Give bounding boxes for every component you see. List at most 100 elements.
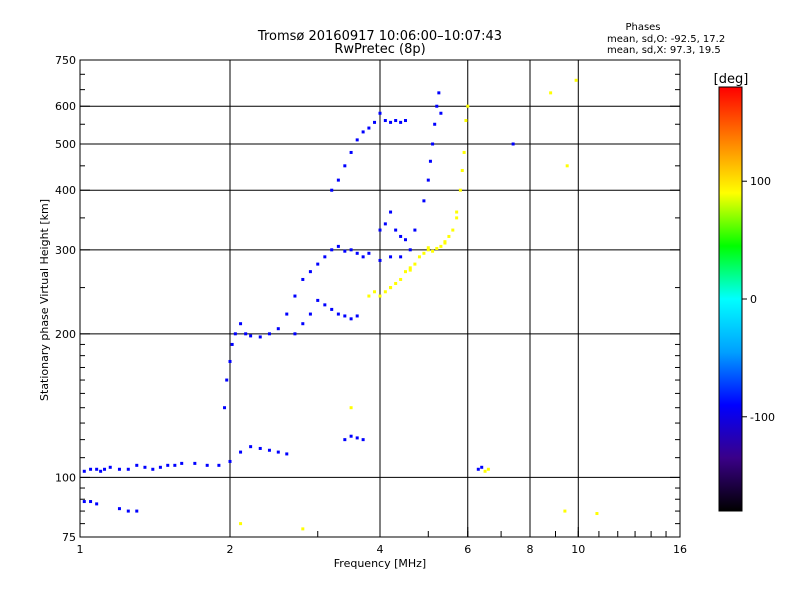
data-point-o bbox=[166, 463, 170, 467]
data-point-o bbox=[293, 332, 297, 336]
data-point-o bbox=[89, 467, 93, 471]
data-point-o bbox=[308, 270, 312, 274]
x-tick-label: 2 bbox=[227, 543, 234, 556]
data-point-x bbox=[443, 240, 447, 244]
data-point-x bbox=[399, 277, 403, 281]
data-point-o bbox=[336, 312, 340, 316]
data-point-o bbox=[476, 467, 480, 471]
grid-lines bbox=[80, 60, 680, 537]
data-point-x bbox=[563, 509, 567, 513]
data-point-o bbox=[511, 142, 515, 146]
y-tick-label: 500 bbox=[55, 138, 76, 151]
data-point-o bbox=[323, 303, 327, 307]
x-tick-label: 8 bbox=[527, 543, 534, 556]
data-point-o bbox=[239, 450, 243, 454]
y-tick-label: 600 bbox=[55, 100, 76, 113]
data-point-o bbox=[343, 438, 347, 442]
y-tick-label: 200 bbox=[55, 328, 76, 341]
data-point-x bbox=[447, 234, 451, 238]
data-point-x bbox=[394, 281, 398, 285]
data-point-o bbox=[267, 332, 271, 336]
data-point-o bbox=[217, 463, 221, 467]
stats-line-x: mean, sd,X: 97.3, 19.5 bbox=[607, 45, 721, 56]
data-point-o bbox=[435, 104, 439, 108]
data-point-o bbox=[228, 359, 232, 363]
data-point-x bbox=[462, 150, 466, 154]
data-point-o bbox=[431, 142, 435, 146]
data-point-o bbox=[233, 332, 237, 336]
data-point-o bbox=[422, 199, 426, 203]
data-point-o bbox=[173, 463, 177, 467]
data-point-o bbox=[249, 445, 253, 449]
data-point-o bbox=[349, 248, 353, 252]
data-point-o bbox=[480, 465, 484, 469]
data-point-o bbox=[389, 255, 393, 259]
data-point-o bbox=[225, 378, 229, 382]
data-point-x bbox=[422, 251, 426, 255]
data-point-o bbox=[439, 111, 443, 115]
stats-line-o: mean, sd,O: -92.5, 17.2 bbox=[607, 34, 725, 45]
data-point-o bbox=[355, 314, 359, 318]
data-point-o bbox=[403, 119, 407, 123]
data-point-o bbox=[276, 450, 280, 454]
data-point-o bbox=[258, 446, 262, 450]
data-point-o bbox=[285, 312, 289, 316]
data-point-o bbox=[403, 238, 407, 242]
data-point-o bbox=[117, 467, 121, 471]
data-point-o bbox=[343, 164, 347, 168]
data-point-o bbox=[399, 120, 403, 124]
data-point-x bbox=[383, 290, 387, 294]
data-point-o bbox=[301, 322, 305, 326]
data-point-o bbox=[323, 255, 327, 259]
data-point-x bbox=[239, 522, 243, 526]
data-point-x bbox=[378, 294, 382, 298]
colorbar-label: [deg] bbox=[714, 72, 749, 87]
data-point-o bbox=[428, 159, 432, 163]
data-point-x bbox=[565, 164, 569, 168]
data-point-o bbox=[378, 258, 382, 262]
data-point-o bbox=[99, 469, 103, 473]
data-point-x bbox=[301, 527, 305, 531]
data-point-x bbox=[486, 467, 490, 471]
data-point-o bbox=[343, 314, 347, 318]
data-point-o bbox=[399, 234, 403, 238]
data-point-o bbox=[258, 335, 262, 339]
data-point-o bbox=[367, 126, 371, 130]
data-point-o bbox=[316, 262, 320, 266]
data-point-o bbox=[151, 467, 155, 471]
data-point-x bbox=[373, 290, 377, 294]
data-point-x bbox=[595, 512, 599, 516]
data-point-x bbox=[483, 469, 487, 473]
data-point-x bbox=[574, 78, 578, 82]
data-point-o bbox=[180, 461, 184, 465]
data-point-x bbox=[349, 406, 353, 410]
data-point-x bbox=[549, 91, 553, 95]
data-point-x bbox=[451, 228, 455, 232]
data-point-x bbox=[403, 270, 407, 274]
data-point-x bbox=[426, 246, 430, 250]
data-point-o bbox=[394, 228, 398, 232]
x-tick-label: 4 bbox=[377, 543, 384, 556]
data-point-o bbox=[223, 406, 227, 410]
colorbar-axis: 100 0 -100 bbox=[742, 175, 775, 424]
data-point-o bbox=[126, 467, 130, 471]
data-point-o bbox=[82, 500, 86, 504]
y-tick-label: 400 bbox=[55, 184, 76, 197]
data-point-o bbox=[143, 465, 147, 469]
data-point-o bbox=[330, 188, 334, 192]
data-point-o bbox=[437, 91, 441, 95]
chart-subtitle: RwPretec (8p) bbox=[334, 42, 425, 57]
data-points bbox=[82, 78, 599, 531]
data-point-o bbox=[301, 277, 305, 281]
x-axis-label: Frequency [MHz] bbox=[334, 557, 426, 570]
data-point-x bbox=[367, 294, 371, 298]
data-point-o bbox=[349, 317, 353, 321]
data-point-x bbox=[389, 286, 393, 290]
data-point-o bbox=[378, 228, 382, 232]
y-tick-label: 750 bbox=[55, 54, 76, 67]
data-point-o bbox=[126, 509, 130, 513]
data-point-o bbox=[249, 334, 253, 338]
data-point-x bbox=[417, 255, 421, 259]
data-point-o bbox=[293, 294, 297, 298]
